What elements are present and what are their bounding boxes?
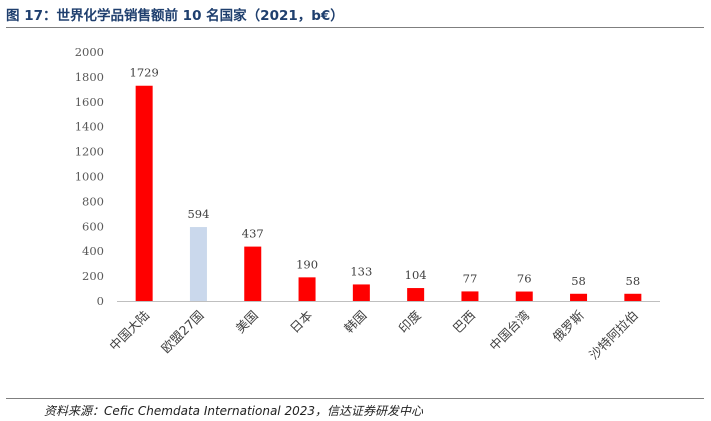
category-label: 印度: [395, 307, 424, 336]
y-tick-label: 1000: [75, 170, 104, 184]
bar: [515, 291, 533, 301]
bar: [244, 246, 262, 301]
data-label: 104: [405, 268, 427, 282]
bar: [135, 85, 153, 301]
category-labels: 中国大陆 欧盟27国 美国 日本 韩国 印度 巴西 中国台湾 俄罗斯 沙特阿拉伯: [106, 307, 641, 362]
bars: [135, 85, 642, 301]
y-tick-label: 400: [82, 244, 104, 258]
bar: [298, 277, 316, 301]
category-label: 巴西: [450, 308, 478, 336]
y-tick-label: 1800: [75, 70, 104, 84]
data-label: 594: [187, 207, 209, 221]
y-axis: 0 200 400 600 800 1000 1200 1400 1600 1800 2000: [75, 45, 104, 308]
data-label: 77: [463, 271, 478, 285]
category-label: 美国: [233, 308, 261, 336]
y-tick-label: 0: [97, 294, 104, 308]
data-label: 76: [517, 272, 532, 286]
bar: [624, 293, 642, 301]
bottom-rule: [6, 398, 704, 399]
data-label: 58: [626, 274, 641, 288]
category-label: 日本: [287, 307, 316, 336]
y-tick-label: 1400: [75, 120, 104, 134]
y-tick-label: 2000: [75, 45, 104, 59]
data-label: 190: [296, 257, 318, 271]
data-label: 58: [571, 274, 586, 288]
data-label: 1729: [130, 66, 159, 80]
category-label: 韩国: [341, 308, 369, 336]
data-label: 437: [242, 227, 264, 241]
y-tick-label: 800: [82, 194, 104, 208]
category-label: 俄罗斯: [550, 308, 587, 345]
category-label: 中国大陆: [106, 308, 152, 354]
y-tick-label: 200: [82, 269, 104, 283]
y-tick-label: 600: [82, 219, 104, 233]
data-label: 133: [350, 264, 372, 278]
data-labels: 1729 594 437 190 133 104 77 76 58 58: [130, 66, 641, 288]
bar: [189, 227, 207, 301]
bar: [570, 293, 588, 301]
category-label: 欧盟27国: [158, 308, 206, 356]
category-label: 沙特阿拉伯: [586, 308, 641, 363]
bar: [461, 291, 479, 301]
y-tick-label: 1200: [75, 145, 104, 159]
bar: [352, 284, 370, 301]
figure-title: 图 17：世界化学品销售额前 10 名国家（2021，b€）: [6, 8, 344, 24]
bar: [407, 288, 425, 301]
top-rule: [6, 27, 704, 28]
source-note: 资料来源：Cefic Chemdata International 2023，信…: [44, 404, 423, 418]
y-tick-label: 1600: [75, 95, 104, 109]
category-label: 中国台湾: [486, 308, 532, 354]
